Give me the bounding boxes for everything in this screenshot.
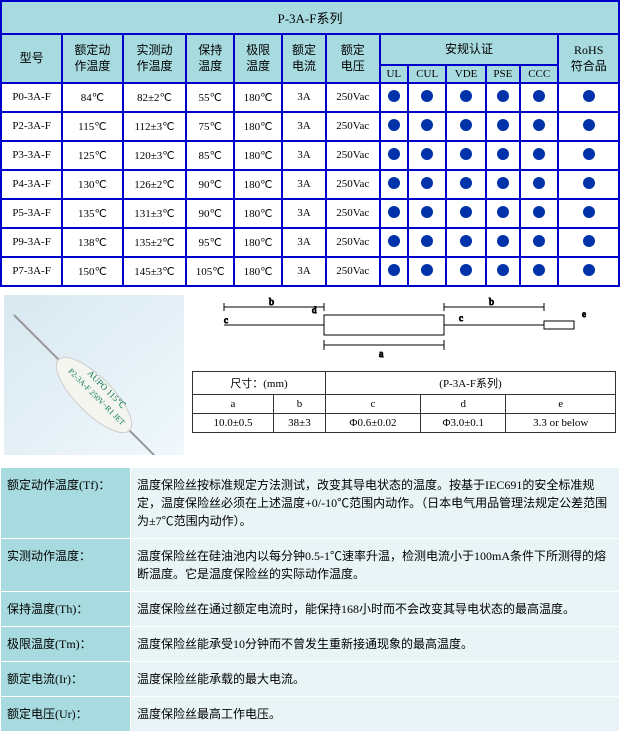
svg-text:b: b xyxy=(489,297,494,308)
cert-dot-icon xyxy=(583,206,595,218)
cert-dot-icon xyxy=(583,148,595,160)
cert-dot-icon xyxy=(533,90,545,102)
desc-label: 保持温度(Th)： xyxy=(1,591,131,626)
desc-row: 保持温度(Th)：温度保险丝在通过额定电流时，能保持168小时而不会改变其导电状… xyxy=(1,591,620,626)
desc-text: 温度保险丝在通过额定电流时，能保持168小时而不会改变其导电状态的最高温度。 xyxy=(131,591,620,626)
product-photo: AUPO 115℃ P2-3A-F 250V~R1 JET xyxy=(4,295,184,455)
spec-table: P-3A-F系列 型号 额定动作温度 实测动作温度 保持温度 极限温度 额定电流… xyxy=(0,0,620,287)
desc-text: 温度保险丝按标准规定方法测试，改变其导电状态的温度。按基于IEC691的安全标准… xyxy=(131,467,620,538)
cert-dot-icon xyxy=(460,206,472,218)
cert-dot-icon xyxy=(421,90,433,102)
cert-dot-icon xyxy=(533,119,545,131)
desc-row: 极限温度(Tm)：温度保险丝能承受10分钟而不曾发生重新接通现象的最高温度。 xyxy=(1,626,620,661)
cert-dot-icon xyxy=(583,177,595,189)
desc-row: 额定动作温度(Tf)：温度保险丝按标准规定方法测试，改变其导电状态的温度。按基于… xyxy=(1,467,620,538)
cert-dot-icon xyxy=(460,235,472,247)
table-title: P-3A-F系列 xyxy=(1,1,619,34)
cert-dot-icon xyxy=(460,119,472,131)
cert-dot-icon xyxy=(497,206,509,218)
table-row: P9-3A-F138℃135±2℃95℃180℃3A250Vac xyxy=(1,228,619,257)
cert-dot-icon xyxy=(583,264,595,276)
col-measured-temp: 实测动作温度 xyxy=(123,34,187,83)
table-row: P3-3A-F125℃120±3℃85℃180℃3A250Vac xyxy=(1,141,619,170)
desc-label: 额定电流(Ir)： xyxy=(1,661,131,696)
col-hold-temp: 保持温度 xyxy=(186,34,234,83)
cert-dot-icon xyxy=(460,90,472,102)
cert-dot-icon xyxy=(583,119,595,131)
cert-dot-icon xyxy=(421,148,433,160)
col-voltage: 额定电压 xyxy=(326,34,380,83)
cert-dot-icon xyxy=(421,177,433,189)
cert-dot-icon xyxy=(460,177,472,189)
svg-text:e: e xyxy=(582,309,586,319)
col-rated-temp: 额定动作温度 xyxy=(62,34,122,83)
cert-dot-icon xyxy=(421,264,433,276)
col-limit-temp: 极限温度 xyxy=(234,34,282,83)
cert-dot-icon xyxy=(421,235,433,247)
col-vde: VDE xyxy=(446,65,485,83)
desc-label: 额定电压(Ur)： xyxy=(1,696,131,731)
cert-dot-icon xyxy=(497,235,509,247)
cert-dot-icon xyxy=(497,148,509,160)
table-row: P0-3A-F84℃82±2℃55℃180℃3A250Vac xyxy=(1,83,619,112)
cert-dot-icon xyxy=(421,119,433,131)
cert-dot-icon xyxy=(533,177,545,189)
svg-text:d: d xyxy=(312,305,317,315)
cert-dot-icon xyxy=(497,177,509,189)
svg-text:c: c xyxy=(459,313,463,323)
desc-row: 实测动作温度：温度保险丝在硅油池内以每分钟0.5-1℃速率升温，检测电流小于10… xyxy=(1,538,620,591)
cert-dot-icon xyxy=(388,119,400,131)
col-cert: 安规认证 xyxy=(380,34,559,65)
col-ul: UL xyxy=(380,65,408,83)
svg-text:b: b xyxy=(269,297,274,308)
cert-dot-icon xyxy=(533,148,545,160)
svg-text:a: a xyxy=(379,349,384,360)
desc-text: 温度保险丝能承受10分钟而不曾发生重新接通现象的最高温度。 xyxy=(131,626,620,661)
desc-label: 极限温度(Tm)： xyxy=(1,626,131,661)
table-row: P4-3A-F130℃126±2℃90℃180℃3A250Vac xyxy=(1,170,619,199)
cert-dot-icon xyxy=(388,90,400,102)
col-cul: CUL xyxy=(408,65,446,83)
dim-title2: (P-3A-F系列) xyxy=(325,371,615,394)
cert-dot-icon xyxy=(388,264,400,276)
cert-dot-icon xyxy=(583,235,595,247)
col-model: 型号 xyxy=(1,34,62,83)
col-current: 额定电流 xyxy=(282,34,326,83)
cert-dot-icon xyxy=(533,206,545,218)
desc-text: 温度保险丝在硅油池内以每分钟0.5-1℃速率升温，检测电流小于100mA条件下所… xyxy=(131,538,620,591)
diagram-section: AUPO 115℃ P2-3A-F 250V~R1 JET a b b c d … xyxy=(0,287,620,463)
cert-dot-icon xyxy=(421,206,433,218)
dim-title1: 尺寸：(mm) xyxy=(193,371,326,394)
col-rohs: RoHS符合品 xyxy=(558,34,619,83)
table-row: P2-3A-F115℃112±3℃75℃180℃3A250Vac xyxy=(1,112,619,141)
cert-dot-icon xyxy=(388,148,400,160)
desc-text: 温度保险丝最高工作电压。 xyxy=(131,696,620,731)
col-ccc: CCC xyxy=(520,65,558,83)
cert-dot-icon xyxy=(388,235,400,247)
cert-dot-icon xyxy=(460,264,472,276)
cert-dot-icon xyxy=(533,264,545,276)
table-row: P7-3A-F150℃145±3℃105℃180℃3A250Vac xyxy=(1,257,619,286)
desc-label: 实测动作温度： xyxy=(1,538,131,591)
cert-dot-icon xyxy=(460,148,472,160)
cert-dot-icon xyxy=(583,90,595,102)
cert-dot-icon xyxy=(497,119,509,131)
technical-drawing: a b b c d e c xyxy=(192,295,616,363)
desc-label: 额定动作温度(Tf)： xyxy=(1,467,131,538)
desc-row: 额定电压(Ur)：温度保险丝最高工作电压。 xyxy=(1,696,620,731)
svg-text:c: c xyxy=(224,315,228,325)
cert-dot-icon xyxy=(497,264,509,276)
desc-row: 额定电流(Ir)：温度保险丝能承载的最大电流。 xyxy=(1,661,620,696)
col-pse: PSE xyxy=(486,65,520,83)
cert-dot-icon xyxy=(388,206,400,218)
cert-dot-icon xyxy=(533,235,545,247)
cert-dot-icon xyxy=(497,90,509,102)
desc-text: 温度保险丝能承载的最大电流。 xyxy=(131,661,620,696)
table-row: P5-3A-F135℃131±3℃90℃180℃3A250Vac xyxy=(1,199,619,228)
dimension-table: 尺寸：(mm)(P-3A-F系列) a b c d e 10.0±0.5 38±… xyxy=(192,371,616,433)
cert-dot-icon xyxy=(388,177,400,189)
description-table: 额定动作温度(Tf)：温度保险丝按标准规定方法测试，改变其导电状态的温度。按基于… xyxy=(0,467,620,732)
